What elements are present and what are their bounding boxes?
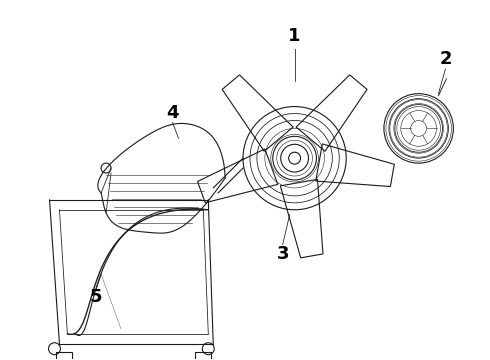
Bar [196, 352, 211, 360]
Text: 4: 4 [166, 104, 179, 122]
Text: 5: 5 [90, 288, 102, 306]
Text: 2: 2 [439, 50, 452, 68]
Text: 3: 3 [276, 246, 289, 264]
Bar [56, 352, 73, 360]
Text: 1: 1 [288, 27, 301, 45]
